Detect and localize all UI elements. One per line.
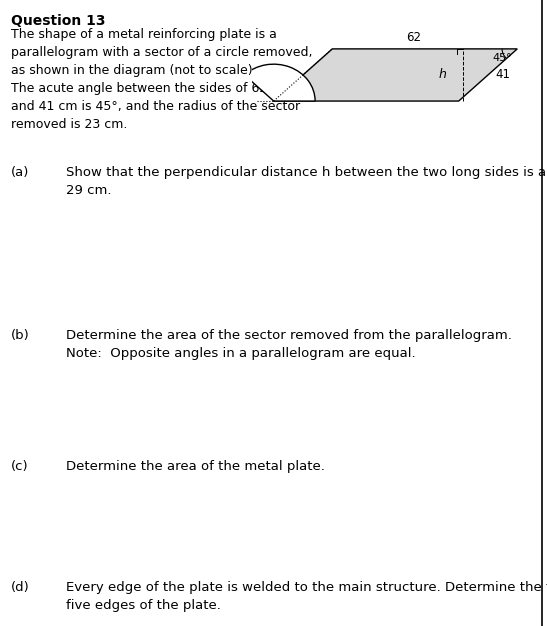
Text: 62: 62 <box>406 31 421 44</box>
Text: (c): (c) <box>11 460 28 473</box>
Wedge shape <box>245 64 315 101</box>
Text: h: h <box>438 68 446 81</box>
Text: 41: 41 <box>495 68 510 81</box>
Text: Determine the area of the metal plate.: Determine the area of the metal plate. <box>66 460 324 473</box>
Text: (b): (b) <box>11 329 30 342</box>
Text: (d): (d) <box>11 581 30 594</box>
Text: The shape of a metal reinforcing plate is a
parallelogram with a sector of a cir: The shape of a metal reinforcing plate i… <box>11 28 312 131</box>
Text: Determine the area of the sector removed from the parallelogram.
Note:  Opposite: Determine the area of the sector removed… <box>66 329 511 360</box>
Text: Show that the perpendicular distance h between the two long sides is approximate: Show that the perpendicular distance h b… <box>66 166 547 197</box>
Text: 45°: 45° <box>492 53 512 63</box>
Polygon shape <box>274 49 517 101</box>
Text: Every edge of the plate is welded to the main structure. Determine the total len: Every edge of the plate is welded to the… <box>66 581 547 612</box>
Text: Question 13: Question 13 <box>11 14 106 28</box>
Text: (a): (a) <box>11 166 30 179</box>
